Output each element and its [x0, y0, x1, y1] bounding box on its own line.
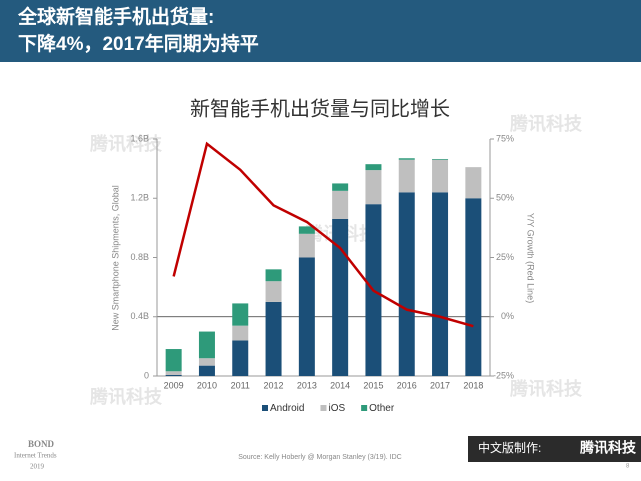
watermark: 腾讯科技 [90, 133, 163, 154]
bar-segment [465, 167, 482, 199]
y2-tick-label: 75% [496, 133, 514, 143]
x-tick-label: 2015 [363, 380, 383, 390]
x-tick-label: 2013 [297, 380, 317, 390]
x-tick-label: 2014 [330, 380, 350, 390]
y2-tick-label: 25% [496, 252, 514, 262]
y-tick-label: 1.6B [130, 133, 149, 143]
y-tick-label: 0.4B [130, 311, 149, 321]
bar-segment [165, 371, 182, 375]
x-tick-label: 2018 [463, 380, 483, 390]
bar-segment [398, 158, 415, 160]
bar-segment [332, 183, 349, 191]
y-tick-label: 0 [144, 370, 149, 380]
y2-axis-label: Y/Y Growth (Red Line) [526, 213, 536, 303]
bar-segment [232, 340, 249, 376]
legend-label: Android [270, 403, 304, 414]
plot: 0 0.4B 0.8B 1.2B 1.6B -25% 0% 25% 50% 75% 2009 2010… [130, 133, 514, 390]
bar-segment [298, 226, 315, 234]
bar-segment [332, 190, 349, 219]
chart-title: 新智能手机出货量与同比增长 [190, 97, 450, 120]
legend-swatch [262, 405, 268, 411]
credit-name: 腾讯科技 [580, 440, 637, 456]
x-tick-label: 2012 [264, 380, 284, 390]
legend-label: Other [369, 403, 395, 414]
x-tick-label: 2016 [397, 380, 417, 390]
bar-segment [365, 170, 382, 205]
bar-segment [298, 257, 315, 376]
bar-segment [398, 159, 415, 193]
bar-segment [198, 365, 215, 376]
legend-label: iOS [328, 403, 345, 414]
bar-segment [165, 374, 182, 376]
header-title: 下降4%，2017年同期为持平 [18, 32, 259, 55]
bar-segment [265, 301, 282, 376]
bond-logo: BOND [28, 439, 55, 449]
legend-swatch [320, 405, 327, 411]
y-tick-label: 1.2B [130, 193, 149, 203]
bar-segment [398, 192, 415, 376]
bar-segment [332, 218, 349, 376]
bar-segment [232, 303, 249, 326]
watermarks: 腾讯科技 腾讯科技 腾讯科技 腾讯科技 腾讯科技 [90, 113, 583, 407]
y2-tick-label: 50% [496, 193, 514, 203]
bar-segment [298, 233, 315, 258]
legend-swatch [361, 405, 368, 411]
bond-year: 2019 [30, 463, 45, 471]
bar-segment [198, 358, 215, 366]
bar-segment [198, 331, 215, 359]
legend: Android iOS Other [262, 403, 395, 414]
y-axis-label: New Smartphone Shipments, Global [110, 185, 120, 331]
source: Source: Kelly Hoberly @ Morgan Stanley (… [238, 454, 402, 461]
bar-segment [365, 164, 382, 171]
credit-label: 中文版制作: [478, 440, 541, 455]
header-title: 全球新智能手机出货量: [17, 5, 214, 28]
page-number: 8 [626, 464, 630, 470]
y2-tick-label: 0% [501, 311, 514, 321]
y-tick-label: 0.8B [130, 252, 149, 262]
credit-bar [468, 436, 641, 462]
bar-segment [432, 192, 449, 376]
y2-tick-label: -25% [493, 370, 514, 380]
watermark: 腾讯科技 [510, 113, 583, 134]
bar-segment [432, 158, 449, 160]
x-tick-label: 2009 [164, 380, 184, 390]
bar-segment [265, 281, 282, 302]
growth-line [172, 141, 474, 328]
bar-segment [232, 325, 249, 341]
bond-subtitle: Internet Trends [14, 452, 57, 460]
x-tick-label: 2017 [430, 380, 450, 390]
x-tick-label: 2011 [231, 380, 250, 390]
bar-segment [165, 349, 182, 372]
header-bar [0, 0, 641, 62]
x-tick-label: 2010 [197, 380, 217, 390]
watermark: 腾讯科技 [510, 378, 583, 399]
bar-segment [432, 159, 449, 193]
bar-segment [465, 198, 482, 376]
watermark: 腾讯科技 [90, 386, 163, 407]
bar-segment [265, 269, 282, 282]
